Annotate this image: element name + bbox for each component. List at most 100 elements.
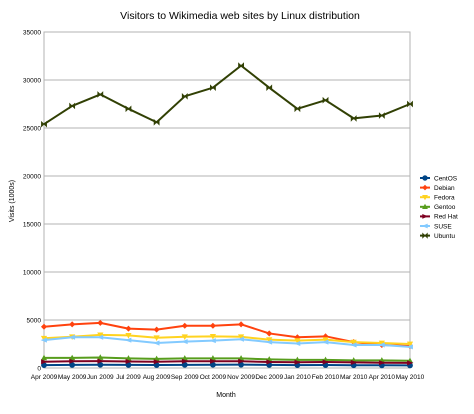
series-line	[43, 333, 411, 345]
data-point	[350, 359, 358, 365]
x-tick-label: Apr 2010	[369, 374, 396, 381]
gridlines	[44, 79, 410, 321]
y-tick-label: 25000	[23, 126, 41, 133]
data-point	[125, 105, 132, 113]
data-point	[266, 84, 273, 92]
x-tick-label: Feb 2010	[312, 374, 340, 381]
data-point	[406, 344, 413, 350]
data-point	[125, 358, 132, 364]
data-point	[40, 337, 47, 343]
y-tick-label: 20000	[23, 174, 41, 181]
y-axis-label: Visits (1000s)	[9, 180, 16, 222]
x-tick-label: Dec 2009	[255, 374, 283, 381]
y-tick-labels: 0 5000 10000 15000 20000 25000 30000 35000	[23, 30, 41, 373]
x-tick-label: Mar 2010	[340, 374, 368, 381]
data-point	[153, 326, 160, 333]
legend-marker	[422, 232, 428, 239]
x-tick-label: Apr 2009	[31, 374, 58, 381]
data-point	[210, 358, 217, 364]
data-point	[96, 334, 104, 340]
data-point	[153, 118, 160, 126]
data-point	[266, 337, 273, 343]
x-axis-label: Month	[216, 392, 236, 399]
data-point	[293, 340, 301, 347]
data-point	[209, 338, 216, 344]
data-point	[407, 360, 414, 366]
series-line	[44, 356, 411, 362]
x-tick-label: Jul 2009	[116, 374, 141, 381]
data-point	[294, 359, 301, 365]
y-tick-label: 30000	[23, 78, 41, 85]
series-gentoo	[40, 354, 414, 364]
data-point	[350, 342, 357, 348]
chart-title: Visitors to Wikimedia web sites by Linux…	[120, 10, 360, 22]
x-tick-label: Nov 2009	[227, 374, 255, 381]
legend-label: Fedora	[434, 195, 455, 202]
data-point	[350, 115, 357, 122]
data-point	[407, 100, 413, 108]
data-point	[41, 359, 48, 365]
legend-label: Gentoo	[434, 204, 456, 211]
data-point	[294, 338, 301, 344]
data-point	[237, 336, 244, 342]
data-point	[40, 354, 48, 361]
data-point	[237, 334, 245, 341]
plot-area-border	[43, 31, 411, 369]
series-line	[43, 64, 411, 125]
series-red-hat	[41, 358, 414, 366]
data-point	[153, 335, 160, 341]
legend-label: Ubuntu	[434, 233, 455, 240]
data-point	[322, 339, 329, 345]
legend-marker	[422, 175, 428, 181]
data-point	[40, 323, 48, 330]
data-point	[322, 359, 329, 365]
series-suse	[40, 334, 413, 350]
legend-item-ubuntu: Ubuntu	[420, 232, 455, 240]
x-tick-label: Aug 2009	[143, 374, 171, 381]
legend-marker	[421, 223, 428, 229]
data-point	[69, 102, 76, 110]
data-point	[97, 319, 104, 326]
data-point	[266, 359, 273, 365]
y-tick-label: 35000	[23, 30, 41, 37]
data-point	[181, 358, 189, 364]
series-line	[43, 363, 411, 367]
data-point	[153, 359, 161, 365]
data-point	[209, 322, 216, 329]
legend-marker	[422, 203, 428, 210]
x-tick-label: Oct 2009	[200, 374, 227, 381]
data-point	[378, 112, 385, 119]
x-tick-label: Jun 2009	[87, 374, 114, 381]
legend-item-debian: Debian	[420, 184, 455, 192]
y-tick-label: 0	[37, 366, 41, 373]
x-tick-label: Jan 2010	[284, 374, 311, 381]
data-point	[69, 358, 76, 364]
legend-marker	[422, 194, 428, 201]
data-point	[125, 325, 132, 332]
x-tick-label: Sep 2009	[171, 374, 199, 381]
data-point	[97, 332, 104, 339]
series-line	[43, 336, 411, 348]
data-point	[125, 332, 132, 339]
data-point	[41, 120, 47, 128]
legend-marker	[422, 184, 428, 191]
data-point	[181, 334, 188, 341]
legend-item-gentoo: Gentoo	[420, 203, 456, 211]
data-point	[181, 92, 188, 100]
x-tick-label: May 2009	[58, 374, 87, 381]
legend-label: Red Hat	[434, 214, 458, 221]
data-point	[322, 96, 329, 104]
y-tick-label: 15000	[23, 222, 41, 229]
data-point	[209, 333, 217, 340]
series-layer	[40, 62, 414, 369]
data-point	[294, 105, 301, 113]
legend-item-suse: SUSE	[420, 223, 452, 230]
x-tick-labels: Apr 2009 May 2009 Jun 2009 Jul 2009 Aug 2009…	[31, 374, 425, 381]
data-point	[181, 322, 188, 329]
data-point	[210, 84, 216, 92]
data-point	[181, 339, 188, 345]
legend-label: SUSE	[434, 223, 452, 230]
legend-label: Debian	[434, 185, 455, 192]
data-point	[97, 354, 104, 360]
